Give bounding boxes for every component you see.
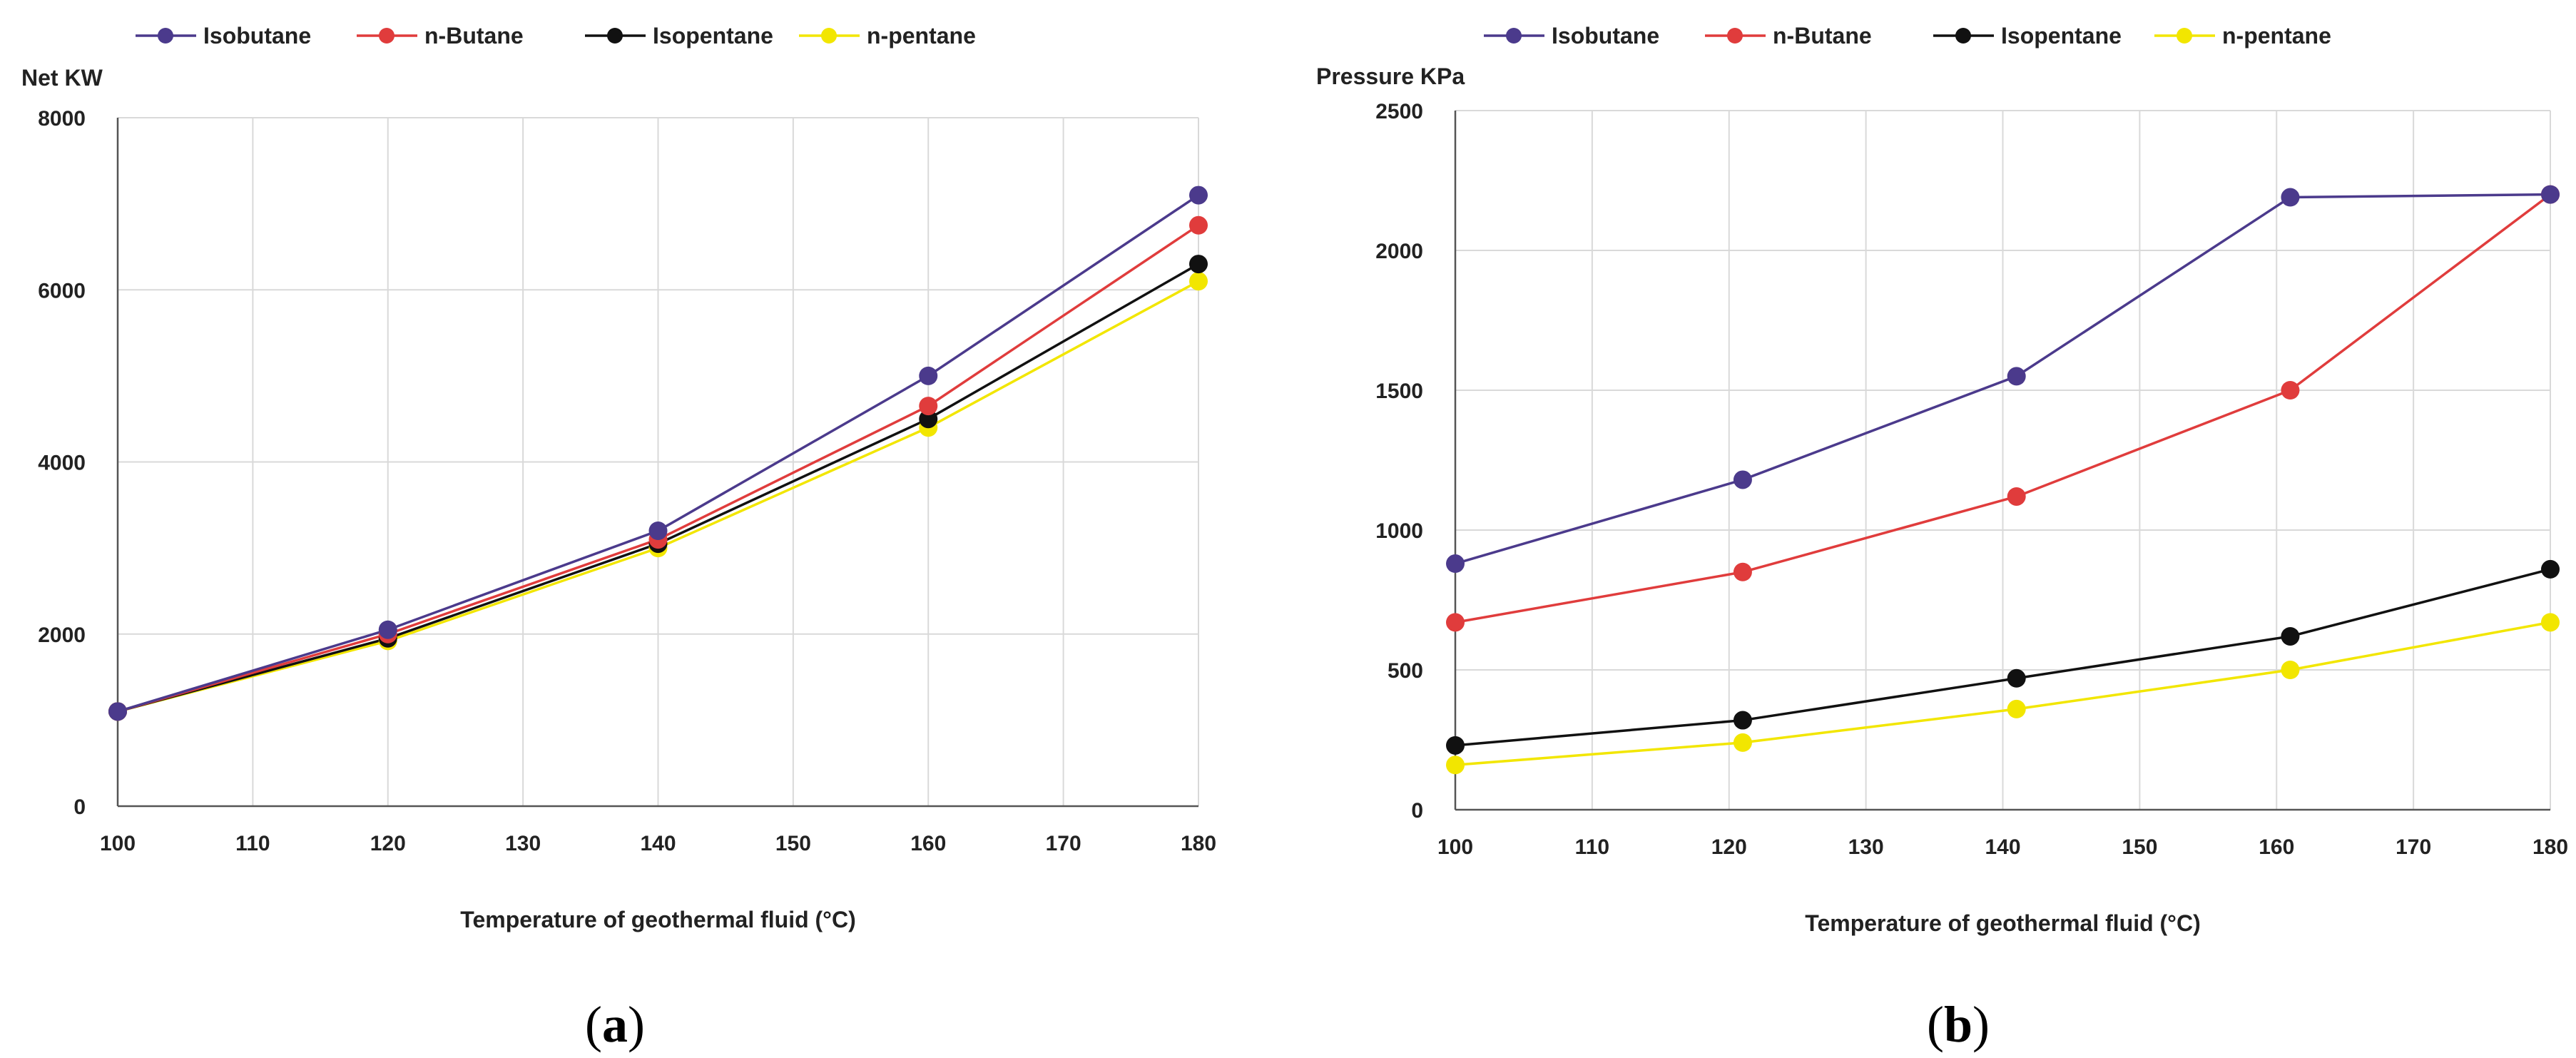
y-axis-label: Net KW (21, 65, 103, 91)
x-tick-label: 130 (505, 832, 541, 855)
subfigure-caption: (b) (1927, 996, 1990, 1053)
legend-swatch-marker (1955, 28, 1971, 44)
data-point-n-pentane (1189, 272, 1208, 291)
x-tick-label: 160 (2259, 835, 2294, 859)
legend-label: n-pentane (867, 23, 976, 49)
y-tick-label: 8000 (38, 107, 86, 131)
x-tick-label: 180 (2532, 835, 2568, 859)
chart-a: 100 110 120 130 140 150 160 170 180 0 2000 4000 6000… (21, 23, 1216, 1053)
y-tick-label: 1500 (1375, 380, 1423, 403)
y-tick-label: 0 (73, 795, 86, 819)
x-axis-label: Temperature of geothermal fluid (°C) (1805, 910, 2200, 936)
x-tick-label: 110 (1575, 835, 1609, 859)
data-point-isobutane (108, 702, 127, 721)
y-tick-label: 2000 (1375, 240, 1423, 263)
data-point-n-pentane (1446, 756, 1465, 775)
x-tick-label: 100 (100, 832, 136, 855)
y-tick-label: 4000 (38, 452, 86, 475)
x-tick-label: 150 (2122, 835, 2157, 859)
data-point-isopentane (1189, 255, 1208, 274)
data-point-isopentane (2281, 626, 2300, 646)
legend-swatch-marker (1727, 28, 1743, 44)
data-point-isobutane (648, 522, 668, 540)
data-point-isopentane (2007, 668, 2026, 688)
data-point-isopentane (1733, 711, 1752, 730)
x-axis-label: Temperature of geothermal fluid (°C) (460, 907, 855, 932)
data-point-n-butane (919, 397, 938, 416)
legend-item-isobutane: Isobutane (1484, 23, 1659, 49)
x-tick-label: 120 (370, 832, 406, 855)
data-point-isobutane (2541, 185, 2560, 204)
y-axis-label: Pressure KPa (1316, 63, 1465, 89)
legend-swatch-marker (158, 28, 173, 44)
data-point-n-butane (1733, 562, 1752, 581)
data-point-isobutane (1446, 554, 1465, 574)
legend-item-n-pentane: n-pentane (2154, 23, 2331, 49)
data-point-n-pentane (1733, 733, 1752, 752)
legend-item-isobutane: Isobutane (136, 23, 311, 49)
x-tick-label: 120 (1711, 835, 1747, 859)
legend-label: n-Butane (1773, 23, 1872, 49)
legend-swatch-marker (607, 28, 623, 44)
subfigure-letter: b (1944, 996, 1972, 1053)
x-tick-label: 150 (775, 832, 811, 855)
y-tick-label: 500 (1388, 659, 1423, 683)
x-tick-label: 100 (1437, 835, 1473, 859)
legend-label: n-Butane (424, 23, 524, 49)
data-point-isobutane (378, 620, 397, 639)
legend-label: n-pentane (2222, 23, 2331, 49)
data-point-isobutane (2007, 367, 2026, 386)
data-point-n-butane (2281, 381, 2300, 400)
x-tick-label: 180 (1181, 832, 1216, 855)
data-point-n-pentane (2281, 661, 2300, 679)
legend-item-n-pentane: n-pentane (799, 23, 976, 49)
subfigure-letter: a (602, 996, 628, 1053)
x-tick-label: 170 (1046, 832, 1081, 855)
data-point-n-pentane (2541, 613, 2560, 632)
data-point-n-pentane (2007, 699, 2026, 718)
subfigure-caption: (a) (585, 996, 645, 1053)
x-tick-label: 130 (1848, 835, 1884, 859)
data-point-n-butane (1446, 613, 1465, 632)
legend-label: Isobutane (203, 23, 311, 49)
legend-label: Isopentane (2001, 23, 2122, 49)
data-point-isobutane (1733, 470, 1752, 489)
x-tick-label: 140 (1985, 835, 2020, 859)
data-point-isopentane (1446, 736, 1465, 755)
x-tick-label: 160 (910, 832, 946, 855)
x-tick-label: 170 (2396, 835, 2431, 859)
x-tick-label: 110 (235, 832, 270, 855)
legend-item-n-butane: n-Butane (357, 23, 524, 49)
legend-swatch-marker (1506, 28, 1522, 44)
data-point-isobutane (1189, 185, 1208, 205)
legend-item-isopentane: Isopentane (585, 23, 773, 49)
data-point-isopentane (919, 410, 938, 429)
x-tick-label: 140 (640, 832, 676, 855)
y-tick-label: 2500 (1375, 100, 1423, 123)
legend-item-isopentane: Isopentane (1933, 23, 2122, 49)
data-point-n-butane (1189, 215, 1208, 235)
y-tick-label: 6000 (38, 279, 86, 302)
legend-label: Isopentane (653, 23, 773, 49)
legend-swatch-marker (821, 28, 837, 44)
data-point-isobutane (919, 366, 938, 385)
y-tick-label: 1000 (1375, 519, 1423, 543)
chart-b: 100 110 120 130 140 150 160 170 180 0 500 1000 1500 2… (1316, 23, 2568, 1053)
data-point-isobutane (2281, 188, 2300, 207)
legend-swatch-marker (2177, 28, 2192, 44)
data-point-isopentane (2541, 559, 2560, 579)
data-point-n-butane (2007, 487, 2026, 506)
y-tick-label: 2000 (38, 624, 86, 647)
legend-label: Isobutane (1552, 23, 1659, 49)
y-tick-label: 0 (1411, 799, 1423, 823)
legend-swatch-marker (379, 28, 394, 44)
legend-item-n-butane: n-Butane (1705, 23, 1872, 49)
